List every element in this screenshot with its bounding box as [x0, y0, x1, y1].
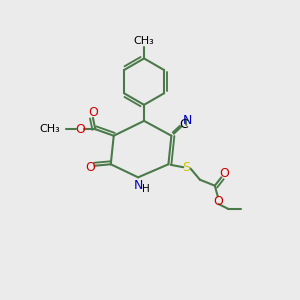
Text: C: C: [179, 118, 188, 131]
Text: N: N: [134, 179, 143, 192]
Text: O: O: [214, 195, 224, 208]
Text: S: S: [182, 161, 190, 174]
Text: N: N: [183, 114, 193, 127]
Text: O: O: [219, 167, 229, 180]
Text: O: O: [88, 106, 98, 119]
Text: CH₃: CH₃: [40, 124, 60, 134]
Text: O: O: [85, 161, 95, 174]
Text: H: H: [142, 184, 149, 194]
Text: CH₃: CH₃: [134, 36, 154, 46]
Text: O: O: [76, 123, 85, 136]
